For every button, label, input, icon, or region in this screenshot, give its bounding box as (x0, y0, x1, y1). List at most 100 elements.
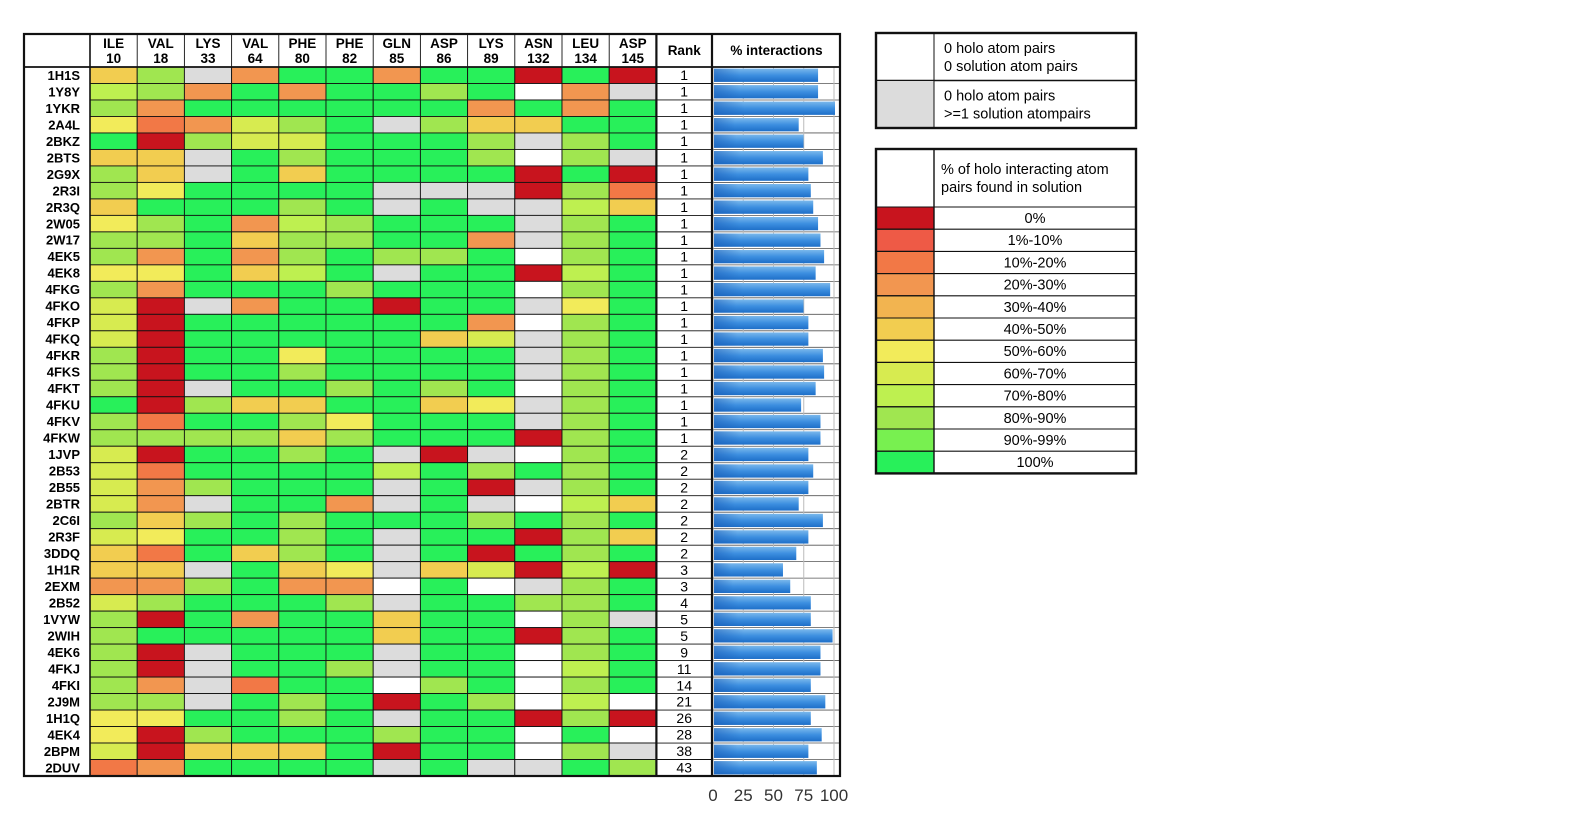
heat-cell (278, 396, 327, 414)
heat-cell (183, 693, 233, 711)
heat-cell (278, 643, 327, 662)
heat-cell (231, 577, 280, 596)
heat-cell (372, 363, 421, 381)
heat-cell (372, 148, 421, 167)
heat-cell (325, 363, 374, 381)
rank-value: 1 (680, 67, 688, 83)
heat-cell (278, 627, 327, 645)
heat-cell (278, 116, 327, 134)
heat-cell (608, 544, 657, 563)
heat-cell (372, 165, 421, 183)
heat-cell (278, 280, 327, 299)
heat-cell (183, 181, 233, 200)
heat-cell (136, 660, 185, 678)
heat-cell (278, 544, 327, 563)
heat-cell (89, 396, 138, 414)
rank-value: 1 (680, 315, 688, 331)
heat-cell (419, 528, 469, 546)
heat-cell (183, 478, 233, 497)
heat-cell (278, 198, 327, 216)
interaction-bar-shade (714, 431, 821, 445)
column-header-name: PHE (289, 36, 317, 51)
column-header-name: ASN (524, 36, 553, 51)
heat-cell (608, 247, 657, 266)
heat-cell (325, 759, 374, 777)
heat-cell (372, 577, 421, 596)
legend-swatch (875, 406, 935, 430)
heat-cell (514, 247, 563, 266)
bar-header: % interactions (730, 43, 822, 58)
rank-value: 1 (680, 117, 688, 133)
heat-cell (136, 313, 185, 332)
heat-cell (514, 478, 563, 497)
heat-cell (561, 313, 610, 332)
heat-cell (231, 445, 280, 464)
rank-value: 28 (676, 727, 692, 743)
heat-cell (325, 231, 374, 249)
heat-cell (372, 445, 421, 464)
heat-cell (561, 726, 610, 744)
heat-cell (89, 346, 138, 365)
heat-cell (89, 693, 138, 711)
heat-cell (231, 643, 280, 662)
heat-cell (325, 214, 374, 233)
heat-cell (608, 610, 657, 629)
heat-cell (183, 627, 233, 645)
rank-value: 21 (676, 694, 692, 710)
heat-cell (278, 363, 327, 381)
heat-cell (89, 231, 138, 249)
heat-cell (467, 726, 516, 744)
legend-label: 70%-80% (1004, 389, 1067, 405)
heat-cell (136, 148, 185, 167)
heat-cell (231, 544, 280, 563)
heat-cell (325, 148, 374, 167)
heat-cell (514, 231, 563, 249)
heat-cell (278, 412, 327, 431)
heat-cell (278, 214, 327, 233)
heat-cell (561, 742, 610, 760)
heat-cell (231, 627, 280, 645)
legend-label: 40%-50% (1004, 322, 1067, 338)
heat-cell (278, 264, 327, 282)
heat-cell (419, 627, 469, 645)
heat-cell (89, 264, 138, 282)
heat-cell (278, 726, 327, 744)
heat-cell (419, 313, 469, 332)
heat-cell (467, 462, 516, 480)
rank-value: 3 (680, 562, 688, 578)
legend-label: 20%-30% (1004, 278, 1067, 294)
rank-value: 1 (680, 133, 688, 149)
heat-cell (467, 511, 516, 530)
interaction-bar-shade (714, 695, 826, 709)
rank-value: 2 (680, 512, 688, 528)
bar-axis-tick: 50 (764, 786, 783, 805)
row-label: 1H1S (47, 68, 80, 83)
heat-cell (136, 742, 185, 760)
heat-cell (419, 396, 469, 414)
heat-cell (608, 511, 657, 530)
heat-cell (325, 116, 374, 134)
heat-cell (89, 445, 138, 464)
heat-cell (231, 264, 280, 282)
heat-cell (514, 643, 563, 662)
heat-cell (136, 495, 185, 513)
heat-cell (608, 165, 657, 183)
heat-cell (136, 264, 185, 282)
heat-cell (561, 379, 610, 398)
heat-cell (278, 346, 327, 365)
heat-cell (419, 759, 469, 777)
heat-cell (561, 264, 610, 282)
rank-value: 9 (680, 644, 688, 660)
heat-cell (561, 83, 610, 101)
heat-cell (231, 412, 280, 431)
heat-cell (278, 330, 327, 348)
heat-cell (419, 148, 469, 167)
heat-cell (325, 264, 374, 282)
heat-cell (608, 429, 657, 447)
heat-cell (608, 462, 657, 480)
heat-cell (372, 709, 421, 727)
column-header-name: GLN (383, 36, 412, 51)
legend-label: 1%-10% (1008, 233, 1063, 249)
rank-value: 1 (680, 265, 688, 281)
heat-cell (325, 495, 374, 513)
